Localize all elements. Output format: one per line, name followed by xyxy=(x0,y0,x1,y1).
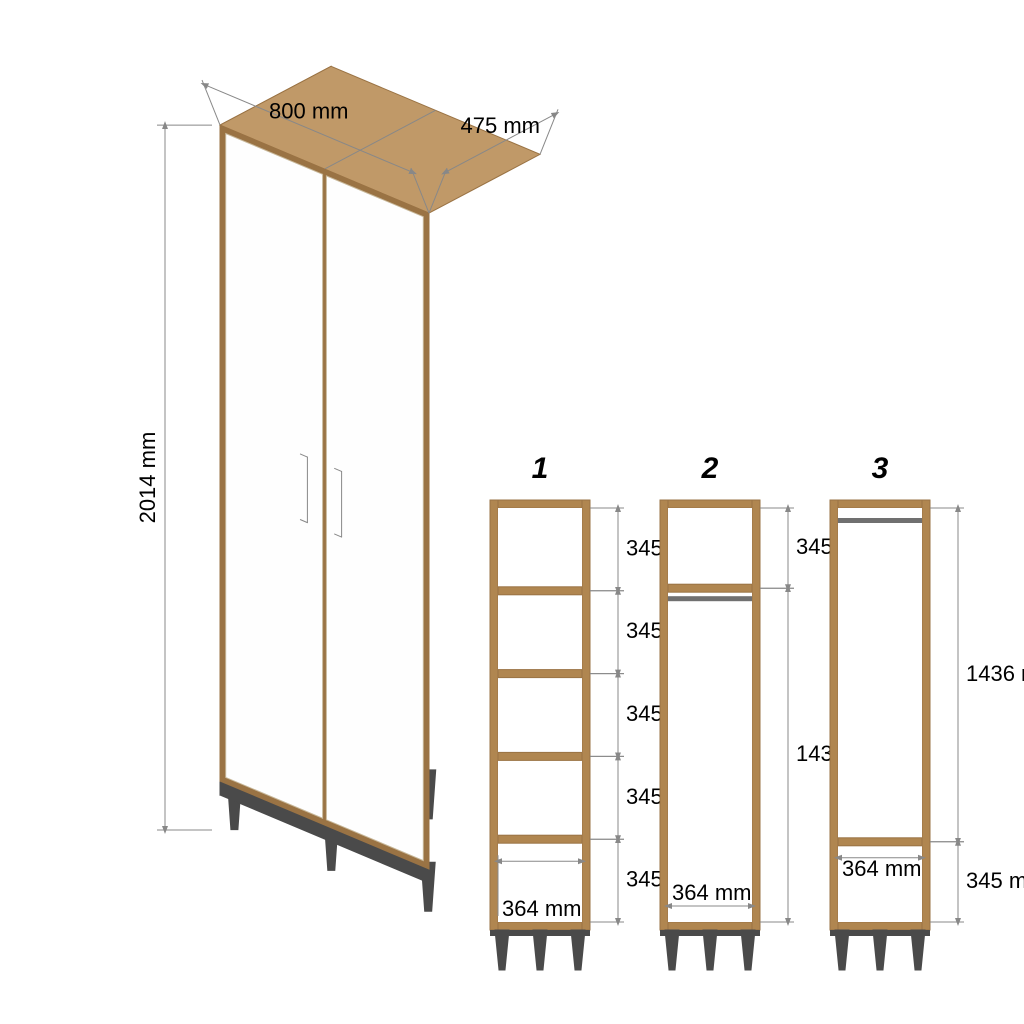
width-label: 364 mm xyxy=(842,856,921,881)
width-label: 364 mm xyxy=(502,896,581,921)
svg-text:345 mm: 345 mm xyxy=(966,868,1024,893)
width-label: 364 mm xyxy=(672,880,751,905)
config-label: 2 xyxy=(701,452,719,485)
dim-width: 800 mm xyxy=(269,99,348,124)
config-label: 1 xyxy=(532,452,549,485)
config-label: 3 xyxy=(872,452,889,485)
config-3: 3 1436 mm 345 mm 364 mm xyxy=(830,452,1024,970)
dim-depth: 475 mm xyxy=(461,113,540,138)
dim-height: 2014 mm xyxy=(135,432,160,524)
svg-text:1436 mm: 1436 mm xyxy=(966,661,1024,686)
